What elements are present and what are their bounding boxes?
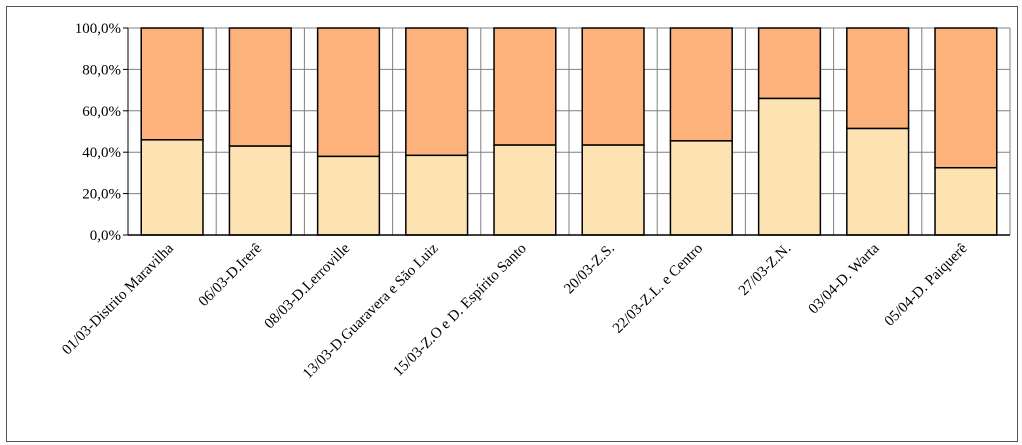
y-tick-label: 60,0% [82, 104, 121, 120]
category-labels: 01/03-Distrito Maravilha 06/03-D.Irerê08/… [59, 240, 971, 382]
bar-segment-series-1 [228, 145, 292, 236]
bar-segment-series-1 [140, 139, 204, 236]
stacked-percent-bar-chart: 0,0% 20,0% 40,0% 60,0% 80,0% 100,0% 01/03-Dis… [59, 21, 1011, 382]
category-label: 20/03-Z.S. [561, 241, 618, 298]
category-label: 08/03-D.Lerroville [262, 240, 354, 332]
category-label: 03/04-D. Warta [806, 240, 883, 317]
bar-segment-series-2 [140, 27, 204, 141]
y-tick-label: 80,0% [82, 62, 121, 78]
bar-segment-series-1 [316, 155, 381, 236]
bar-segment-series-2 [405, 27, 469, 157]
y-tick-labels: 0,0% 20,0% 40,0% 60,0% 80,0% 100,0% [75, 21, 121, 244]
bar-segment-series-2 [228, 27, 292, 147]
bar-segment-series-1 [581, 144, 645, 236]
bar-segment-series-1 [493, 144, 557, 236]
y-tick-label: 0,0% [90, 228, 121, 244]
category-label: 06/03-D.Irerê [196, 240, 266, 310]
bar-segment-series-2 [493, 27, 557, 146]
chart-frame: 0,0% 20,0% 40,0% 60,0% 80,0% 100,0% 01/03-Dis… [6, 6, 1018, 442]
category-label: 05/04-D. Paiquerê [882, 240, 971, 329]
category-label: 22/03-Z.L. e Centro [610, 241, 706, 337]
bar-segment-series-1 [405, 154, 469, 236]
bar-segment-series-1 [757, 97, 822, 236]
bars [140, 27, 998, 236]
category-label: 27/03-Z.N. [736, 241, 794, 299]
bar-segment-series-1 [669, 140, 733, 236]
y-tick-label: 20,0% [82, 187, 121, 203]
bar-segment-series-2 [846, 27, 910, 130]
bar-segment-series-2 [757, 27, 822, 100]
bar-segment-series-2 [316, 27, 381, 158]
bar-segment-series-1 [846, 127, 910, 236]
y-tick-label: 40,0% [82, 145, 121, 161]
bar-segment-series-2 [581, 27, 645, 146]
bar-segment-series-2 [669, 27, 733, 142]
bar-segment-series-1 [934, 166, 998, 236]
axes [123, 27, 1010, 236]
y-tick-label: 100,0% [75, 21, 121, 37]
bar-segment-series-2 [934, 27, 998, 169]
category-label: 01/03-Distrito Maravilha [59, 240, 177, 358]
